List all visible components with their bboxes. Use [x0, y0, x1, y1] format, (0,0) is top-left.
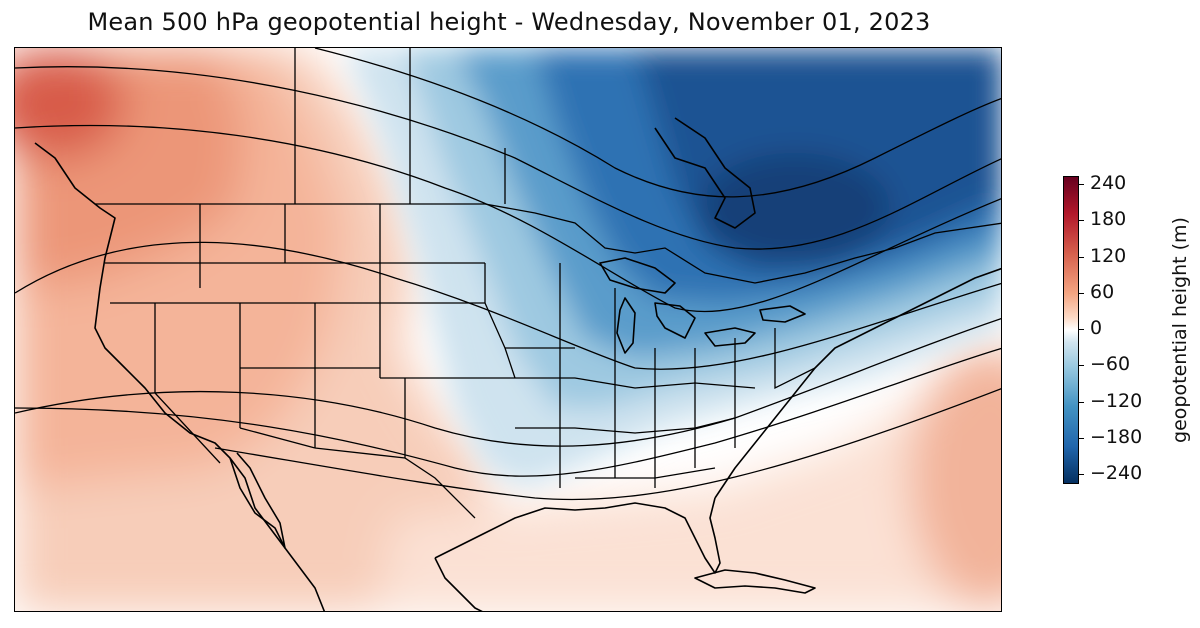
colorbar-tick-mark — [1079, 184, 1084, 185]
colorbar-tick-mark — [1079, 256, 1084, 258]
colorbar-tick-label: 60 — [1090, 280, 1115, 303]
colorbar-tick-mark — [1079, 220, 1084, 222]
colorbar-tick-label: 0 — [1090, 317, 1103, 339]
colorbar-gradient — [1064, 177, 1078, 483]
anomaly-map — [15, 48, 1001, 611]
colorbar-tick-mark — [1079, 365, 1084, 367]
coastlines — [34, 117, 1001, 611]
map-panel — [14, 47, 1002, 612]
colorbar-tick-label: −120 — [1090, 389, 1143, 412]
height-contours — [15, 48, 1001, 501]
colorbar-ticks: 240 180 120 60 0 −60 −120 −180 −240 — [1079, 172, 1169, 484]
colorbar-tick-label: −180 — [1090, 425, 1143, 448]
colorbar-tick-mark — [1079, 292, 1084, 294]
colorbar-tick-label: 180 — [1090, 208, 1127, 231]
colorbar-tick-label: 120 — [1090, 244, 1127, 267]
colorbar-tick-label: −60 — [1090, 353, 1131, 376]
colorbar-tick-mark — [1079, 437, 1084, 439]
colorbar-tick-mark — [1079, 401, 1084, 403]
positive-anomaly-field — [15, 48, 1001, 611]
colorbar-tick-label: 240 — [1090, 172, 1127, 194]
colorbar-tick-label: −240 — [1090, 462, 1143, 484]
colorbar-label: geopotential height (m) — [1169, 217, 1191, 443]
colorbar — [1063, 176, 1079, 484]
map-title: Mean 500 hPa geopotential height - Wedne… — [87, 8, 931, 36]
colorbar-tick-mark — [1079, 474, 1084, 475]
colorbar-tick-mark — [1079, 329, 1084, 330]
